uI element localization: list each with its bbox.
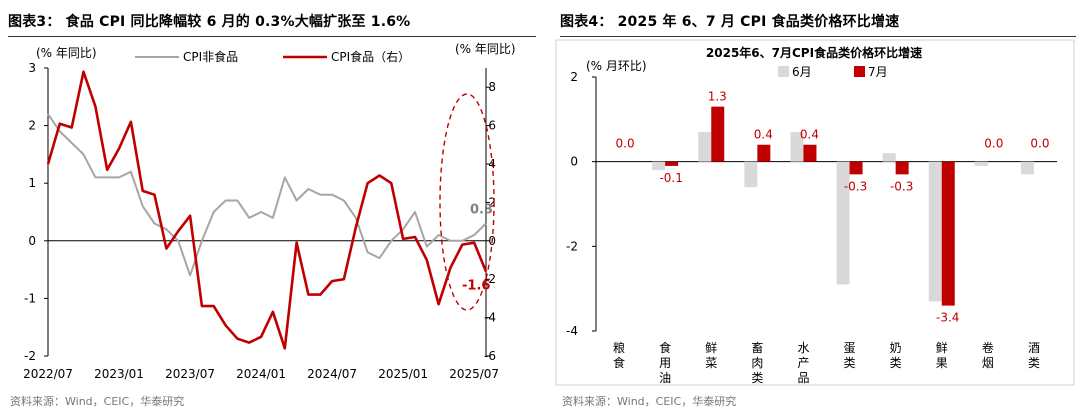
left-source-note: 资料来源：Wind，CEIC，华泰研究 (10, 395, 185, 408)
left-title-rule (8, 36, 536, 37)
left-tick-label: 0 (28, 234, 36, 248)
x-tick-label: 2025/01 (378, 367, 428, 381)
category-label: 畜肉类 (751, 340, 763, 385)
x-tick-label: 2022/07 (23, 367, 73, 381)
bar-june-8 (974, 161, 988, 166)
bar-july-7 (941, 161, 955, 306)
right-tick-label: -6 (484, 349, 496, 363)
bar-y-tick-label: 2 (570, 70, 578, 84)
bar-june-7 (928, 161, 942, 302)
x-tick-label: 2025/07 (449, 367, 499, 381)
food-price-bar-chart: 2025年6、7月CPI食品类价格环比增速 -4 -2 0 2 (% 月环比) 6月 7月 0.… (555, 39, 1075, 386)
right-tick-label: 6 (488, 119, 496, 133)
left-tick-label: -2 (24, 349, 36, 363)
bar-july-2 (711, 106, 725, 162)
bar-july-4 (803, 144, 817, 162)
left-tick-label: -1 (24, 291, 36, 305)
right-tick-label: 8 (488, 80, 496, 94)
bar-data-label: -0.1 (659, 171, 682, 185)
category-label: 鲜果 (936, 341, 948, 370)
bar-chart-title: 2025年6、7月CPI食品类价格环比增速 (706, 45, 922, 60)
food-end-label: -1.6 (462, 279, 490, 294)
bar-data-label: 0.0 (616, 137, 635, 151)
left-axis-label: (% 年同比) (36, 46, 97, 60)
panel-gap (540, 0, 552, 419)
x-tick-label: 2024/01 (236, 367, 286, 381)
bar-june-9 (1020, 161, 1034, 175)
category-label: 酒类 (1028, 341, 1040, 370)
bar-june-2 (698, 132, 712, 162)
left-panel-title: 图表3： 食品 CPI 同比降幅较 6 月的 0.3%大幅扩张至 1.6% (8, 14, 411, 30)
right-panel: 图表4： 2025 年 6、7 月 CPI 食品类价格环比增速 2025年6、7… (552, 0, 1080, 419)
legend-july-swatch (854, 66, 865, 77)
category-label: 鲜菜 (705, 341, 717, 370)
bar-data-label: 0.0 (984, 137, 1003, 151)
category-label: 水产品 (797, 341, 809, 385)
category-label: 蛋类 (844, 341, 856, 370)
bar-y-tick-label: -2 (566, 239, 578, 253)
bar-data-label: 0.0 (1030, 137, 1049, 151)
legend-june: 6月 (792, 65, 812, 79)
right-source-note: 资料来源：Wind，CEIC，华泰研究 (562, 395, 737, 408)
bar-data-label: 1.3 (708, 90, 727, 104)
bar-june-5 (836, 161, 850, 285)
nonfood-end-label: 0.3 (470, 203, 493, 218)
cpi-food-line (46, 70, 488, 350)
bar-july-6 (895, 161, 909, 175)
right-tick-label: -4 (484, 311, 496, 325)
bar-july-1 (665, 161, 679, 166)
category-label: 奶类 (890, 341, 902, 370)
bar-data-label: -3.4 (936, 311, 959, 325)
bar-data-label: 0.4 (754, 128, 773, 142)
category-label: 粮食 (613, 340, 625, 370)
right-panel-title: 图表4： 2025 年 6、7 月 CPI 食品类价格环比增速 (560, 14, 900, 30)
bar-data-label: 0.4 (800, 128, 819, 142)
right-title-rule (560, 36, 1076, 37)
bar-data-label: -0.3 (890, 179, 913, 193)
right-tick-label: -2 (484, 272, 496, 286)
right-tick-label: 2 (488, 195, 496, 209)
left-tick-label: 3 (28, 61, 36, 75)
x-tick-label: 2023/07 (165, 367, 215, 381)
legend-cpi-nonfood: CPI非食品 (183, 49, 238, 64)
right-axis-label: (% 年同比) (455, 42, 516, 56)
left-tick-label: 1 (28, 176, 36, 190)
legend-july: 7月 (868, 65, 888, 79)
x-tick-label: 2023/01 (94, 367, 144, 381)
left-panel: 图表3： 食品 CPI 同比降幅较 6 月的 0.3%大幅扩张至 1.6% -2… (8, 14, 536, 408)
bar-june-4 (790, 132, 804, 162)
bar-y-tick-label: -4 (566, 324, 578, 338)
x-tick-label: 2024/07 (307, 367, 357, 381)
legend-june-swatch (778, 66, 789, 77)
bar-june-1 (652, 161, 666, 171)
bar-june-6 (882, 153, 896, 162)
chart-frame (555, 39, 1075, 386)
highlight-ellipse (439, 93, 495, 311)
legend-cpi-food: CPI食品（右） (331, 49, 410, 64)
bar-y-axis-label: (% 月环比) (586, 59, 647, 73)
bar-july-3 (757, 144, 771, 162)
bar-data-label: -0.3 (844, 179, 867, 193)
bar-y-tick-label: 0 (570, 155, 578, 169)
cpi-nonfood-line (47, 113, 487, 277)
bar-july-5 (849, 161, 863, 175)
category-label: 食用油 (659, 340, 671, 385)
bar-june-3 (744, 161, 758, 188)
left-tick-label: 2 (28, 119, 36, 133)
category-label: 卷烟 (982, 340, 994, 370)
